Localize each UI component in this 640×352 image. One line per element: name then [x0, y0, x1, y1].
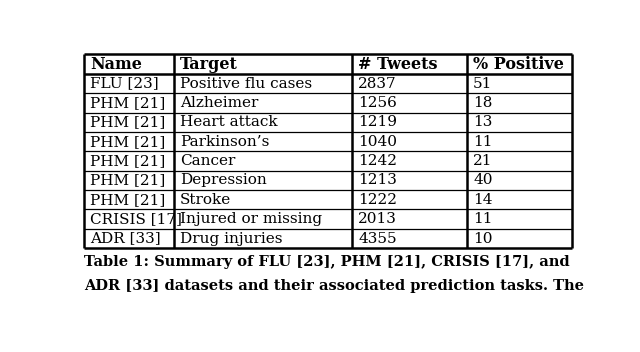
- Text: 14: 14: [473, 193, 493, 207]
- Text: CRISIS [17]: CRISIS [17]: [90, 212, 182, 226]
- Text: 1242: 1242: [358, 154, 397, 168]
- Text: FLU [23]: FLU [23]: [90, 76, 159, 90]
- Text: PHM [21]: PHM [21]: [90, 115, 165, 129]
- Text: 11: 11: [473, 135, 493, 149]
- Text: PHM [21]: PHM [21]: [90, 135, 165, 149]
- Text: Alzheimer: Alzheimer: [180, 96, 259, 110]
- Text: 1213: 1213: [358, 174, 397, 187]
- Text: Drug injuries: Drug injuries: [180, 232, 283, 246]
- Text: 21: 21: [473, 154, 493, 168]
- Text: Stroke: Stroke: [180, 193, 232, 207]
- Text: 1219: 1219: [358, 115, 397, 129]
- Text: Injured or missing: Injured or missing: [180, 212, 323, 226]
- Text: PHM [21]: PHM [21]: [90, 154, 165, 168]
- Text: 13: 13: [473, 115, 492, 129]
- Text: 18: 18: [473, 96, 492, 110]
- Text: 51: 51: [473, 76, 492, 90]
- Text: # Tweets: # Tweets: [358, 56, 438, 73]
- Text: % Positive: % Positive: [473, 56, 564, 73]
- Text: Depression: Depression: [180, 174, 267, 187]
- Text: Table 1: Summary of FLU [23], PHM [21], CRISIS [17], and: Table 1: Summary of FLU [23], PHM [21], …: [84, 255, 570, 269]
- Text: 1040: 1040: [358, 135, 397, 149]
- Text: 40: 40: [473, 174, 493, 187]
- Text: ADR [33]: ADR [33]: [90, 232, 161, 246]
- Text: Cancer: Cancer: [180, 154, 236, 168]
- Text: Positive flu cases: Positive flu cases: [180, 76, 312, 90]
- Text: Name: Name: [90, 56, 142, 73]
- Text: 11: 11: [473, 212, 493, 226]
- Text: Target: Target: [180, 56, 238, 73]
- Text: 2837: 2837: [358, 76, 397, 90]
- Text: 1222: 1222: [358, 193, 397, 207]
- Text: ADR [33] datasets and their associated prediction tasks. The: ADR [33] datasets and their associated p…: [84, 279, 584, 294]
- Text: 4355: 4355: [358, 232, 397, 246]
- Text: 1256: 1256: [358, 96, 397, 110]
- Text: PHM [21]: PHM [21]: [90, 193, 165, 207]
- Text: Heart attack: Heart attack: [180, 115, 278, 129]
- Text: 10: 10: [473, 232, 493, 246]
- Text: PHM [21]: PHM [21]: [90, 174, 165, 187]
- Text: Parkinson’s: Parkinson’s: [180, 135, 269, 149]
- Text: PHM [21]: PHM [21]: [90, 96, 165, 110]
- Text: 2013: 2013: [358, 212, 397, 226]
